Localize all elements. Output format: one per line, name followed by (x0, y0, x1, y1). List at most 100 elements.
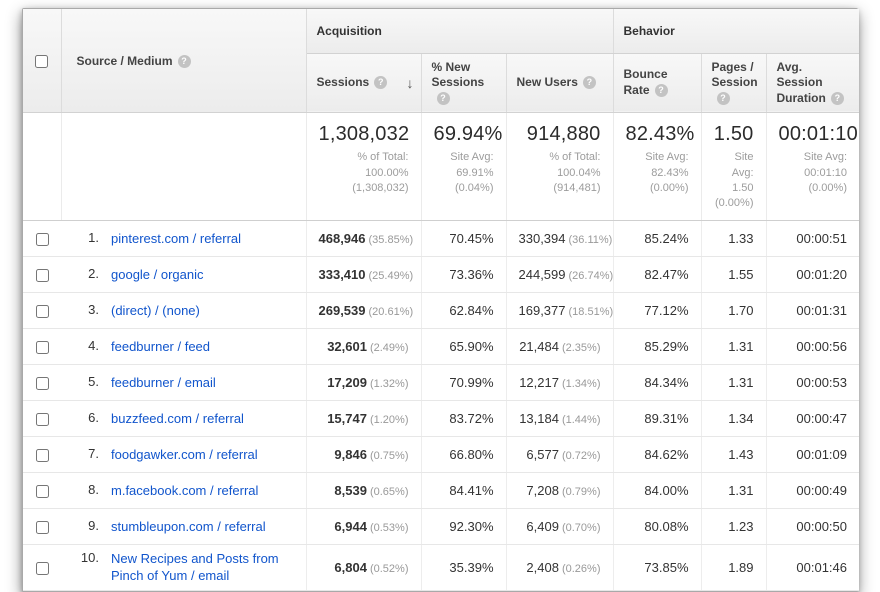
row-checkbox[interactable] (35, 340, 49, 354)
row-number: 10. (80, 549, 99, 565)
row-checkbox[interactable] (35, 304, 49, 318)
help-icon[interactable]: ? (177, 54, 191, 68)
new-sessions-value: 35.39% (449, 559, 494, 575)
bounce-rate-value: 89.31% (644, 410, 689, 426)
row-checkbox[interactable] (35, 268, 49, 282)
pages-session-value: 1.31 (728, 338, 754, 354)
sessions-cell: 17,209 (1.32%) (306, 364, 422, 401)
pages-session-total-cell: 1.50 Site Avg: 1.50 (0.00%) (701, 112, 767, 221)
help-icon[interactable]: ? (654, 83, 668, 97)
avg-duration-value: 00:00:53 (796, 374, 847, 390)
row-checkbox-cell (23, 436, 61, 473)
new-users-cell: 330,394 (36.11%) (506, 220, 614, 257)
source-medium-link[interactable]: feedburner / feed (111, 338, 211, 354)
source-medium-label: Source / Medium (76, 53, 173, 68)
row-checkbox[interactable] (35, 232, 49, 246)
avg-duration-value: 00:01:09 (796, 446, 847, 462)
source-medium-link[interactable]: pinterest.com / referral (111, 230, 242, 246)
summary-empty-checkbox-cell (23, 112, 62, 221)
new-users-value: 21,484 (519, 338, 559, 354)
help-icon[interactable]: ? (830, 91, 844, 105)
row-checkbox-cell (23, 328, 61, 365)
row-checkbox[interactable] (35, 412, 49, 426)
row-checkbox[interactable] (35, 520, 49, 534)
bounce-rate-cell: 89.31% (613, 400, 702, 437)
sessions-cell: 6,804 (0.52%) (306, 544, 422, 591)
source-medium-cell: 5. feedburner / email (61, 364, 307, 401)
pages-session-cell: 1.31 (701, 472, 767, 509)
new-users-value: 2,408 (526, 559, 559, 575)
avg-duration-column-header[interactable]: Avg. Session Duration? (766, 53, 859, 114)
source-medium-cell: 9. stumbleupon.com / referral (61, 508, 307, 545)
source-medium-link[interactable]: New Recipes and Posts from Pinch of Yum … (111, 550, 279, 584)
row-number: 4. (88, 337, 99, 353)
new-users-total-sub: % of Total: 100.04% (914,481) (549, 151, 601, 195)
help-icon[interactable]: ? (716, 91, 730, 105)
sort-descending-icon[interactable]: ↓ (406, 74, 414, 91)
row-checkbox[interactable] (35, 561, 49, 575)
avg-duration-total-sub: Site Avg: 00:01:10 (0.00%) (803, 151, 847, 195)
new-users-total-cell: 914,880 % of Total: 100.04% (914,481) (506, 112, 614, 221)
bounce-rate-column-header[interactable]: Bounce Rate? (612, 53, 702, 114)
avg-duration-cell: 00:00:51 (766, 220, 859, 257)
row-number: 2. (88, 265, 99, 281)
new-sessions-cell: 66.80% (421, 436, 507, 473)
avg-duration-cell: 00:00:47 (766, 400, 859, 437)
sessions-column-header[interactable]: Sessions? ↓ (306, 53, 422, 114)
help-icon[interactable]: ? (582, 76, 596, 90)
source-medium-link[interactable]: feedburner / email (111, 374, 216, 390)
table-row: 9. stumbleupon.com / referral 6,944 (0.53… (23, 508, 859, 545)
pages-session-cell: 1.43 (701, 436, 767, 473)
pages-session-value: 1.70 (728, 302, 754, 318)
source-medium-link[interactable]: buzzfeed.com / referral (111, 410, 244, 426)
source-medium-cell: 3. (direct) / (none) (61, 292, 307, 329)
sessions-cell: 6,944 (0.53%) (306, 508, 422, 545)
sessions-value: 269,539 (318, 302, 366, 318)
pages-session-cell: 1.55 (701, 256, 767, 293)
sessions-value: 9,846 (334, 446, 367, 462)
avg-duration-total: 00:01:10 (778, 123, 858, 146)
source-medium-link[interactable]: stumbleupon.com / referral (111, 518, 266, 534)
pages-session-cell: 1.34 (701, 400, 767, 437)
bounce-rate-value: 85.24% (644, 230, 689, 246)
new-users-percent: (1.44%) (561, 413, 601, 426)
source-medium-link[interactable]: foodgawker.com / referral (111, 446, 258, 462)
pages-session-column-header[interactable]: Pages / Session? (701, 53, 767, 114)
row-checkbox[interactable] (35, 448, 49, 462)
new-sessions-value: 70.99% (449, 374, 494, 390)
source-medium-link[interactable]: (direct) / (none) (111, 302, 200, 318)
avg-duration-cell: 00:01:20 (766, 256, 859, 293)
new-users-value: 12,217 (519, 374, 559, 390)
select-all-checkbox[interactable] (35, 54, 49, 68)
source-medium-link[interactable]: m.facebook.com / referral (111, 482, 259, 498)
row-number: 7. (88, 445, 99, 461)
new-sessions-column-header[interactable]: % New Sessions? (421, 53, 507, 114)
sessions-cell: 333,410 (25.49%) (306, 256, 422, 293)
row-checkbox[interactable] (35, 376, 49, 390)
help-icon[interactable]: ? (436, 91, 450, 105)
bounce-rate-value: 84.34% (644, 374, 689, 390)
sessions-value: 6,944 (334, 518, 367, 534)
bounce-rate-total: 82.43% (625, 123, 695, 146)
table-row: 7. foodgawker.com / referral 9,846 (0.75%… (23, 436, 859, 473)
help-icon[interactable]: ? (374, 76, 388, 90)
pages-session-value: 1.34 (728, 410, 754, 426)
avg-duration-label: Avg. Session Duration (776, 59, 826, 105)
avg-duration-value: 00:01:31 (796, 302, 847, 318)
pages-session-value: 1.33 (728, 230, 754, 246)
new-users-percent: (26.74%) (568, 269, 614, 282)
new-sessions-value: 83.72% (449, 410, 494, 426)
row-checkbox[interactable] (35, 484, 49, 498)
pages-session-value: 1.43 (728, 446, 754, 462)
summary-row: 1,308,032 % of Total: 100.00% (1,308,032… (23, 112, 859, 221)
bounce-rate-cell: 73.85% (613, 544, 702, 591)
new-users-percent: (0.70%) (561, 521, 601, 534)
new-users-cell: 7,208 (0.79%) (506, 472, 614, 509)
source-medium-column-header[interactable]: Source / Medium? (61, 9, 307, 114)
new-users-value: 169,377 (518, 302, 566, 318)
avg-duration-value: 00:00:50 (796, 518, 847, 534)
bounce-rate-cell: 80.08% (613, 508, 702, 545)
source-medium-link[interactable]: google / organic (111, 266, 204, 282)
pages-session-value: 1.23 (728, 518, 754, 534)
new-users-column-header[interactable]: New Users? (506, 53, 614, 114)
